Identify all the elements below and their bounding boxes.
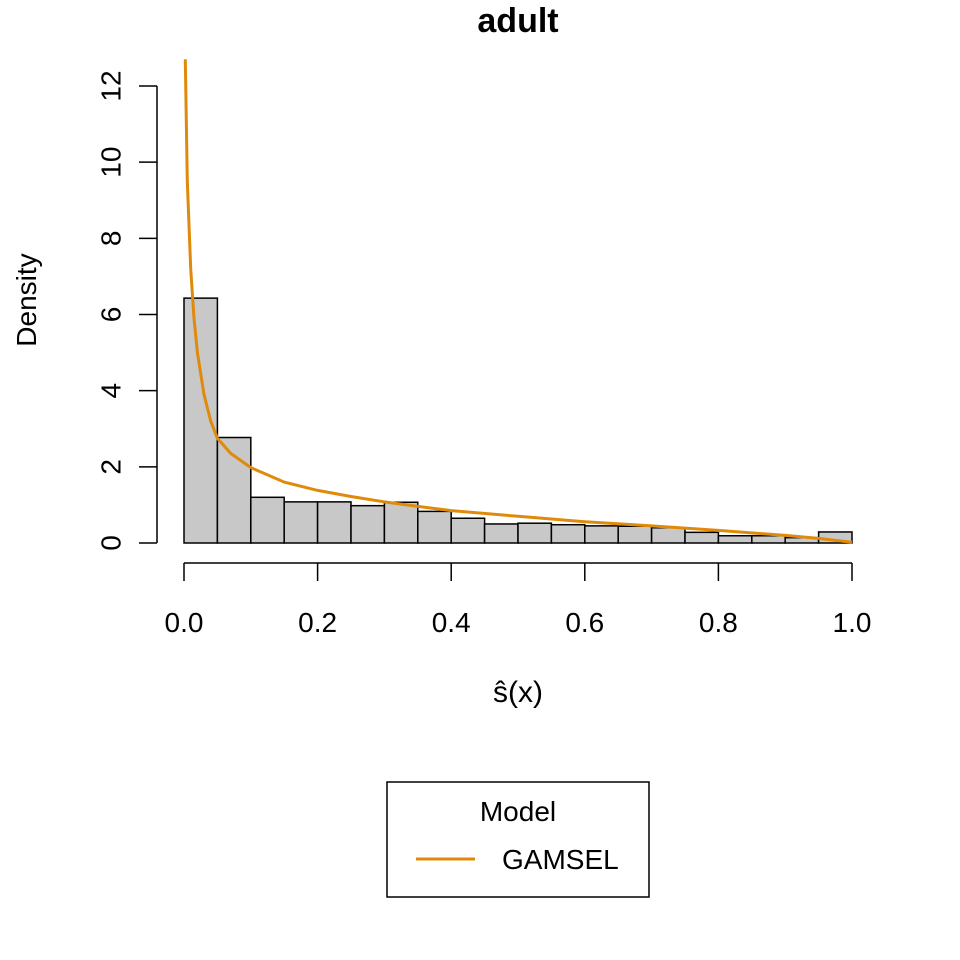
series-line-gamsel: [183, 59, 853, 544]
y-tick-label: 12: [96, 70, 127, 101]
x-tick-label: 0.6: [565, 607, 604, 638]
y-tick-label: 2: [96, 459, 127, 475]
y-tick-label: 4: [96, 383, 127, 399]
histogram-bar: [316, 501, 352, 544]
x-tick-label: 1.0: [833, 607, 872, 638]
histogram-bar: [717, 535, 753, 544]
histogram-bar: [216, 436, 252, 544]
x-axis: 0.0 0.2 0.4 0.6 0.8 1.0: [165, 562, 872, 638]
chart-title: adult: [477, 2, 558, 40]
x-tick-label: 0.2: [298, 607, 337, 638]
histogram-bars: [183, 297, 853, 544]
y-tick-label: 6: [96, 307, 127, 323]
x-tick-label: 0.0: [165, 607, 204, 638]
histogram-bar: [450, 517, 486, 544]
legend-box: [386, 781, 650, 898]
y-tick-label: 10: [96, 147, 127, 178]
histogram-bar: [584, 525, 619, 544]
x-tick-label: 0.8: [699, 607, 738, 638]
y-axis-label: Density: [11, 253, 42, 346]
legend: Model GAMSEL: [386, 781, 650, 898]
histogram-bar: [283, 501, 319, 544]
histogram-bar: [550, 523, 586, 544]
histogram-bar: [650, 527, 686, 544]
histogram-bar: [417, 510, 452, 544]
histogram-bar: [617, 525, 653, 544]
y-tick-label: 0: [96, 535, 127, 551]
legend-title: Model: [480, 796, 556, 827]
legend-entry-gamsel: GAMSEL: [502, 844, 619, 875]
histogram-bar: [250, 496, 285, 544]
y-axis: 0 2 4 6 8 10 12: [96, 70, 158, 551]
histogram-bar: [483, 523, 519, 544]
histogram-bar: [383, 501, 419, 544]
x-axis-label: ŝ(x): [493, 676, 543, 709]
y-tick-label: 8: [96, 231, 127, 247]
histogram-bar: [183, 297, 219, 544]
histogram-bar: [517, 522, 553, 544]
x-tick-label: 0.4: [432, 607, 471, 638]
histogram-bar: [751, 535, 786, 544]
histogram-bar: [350, 504, 386, 544]
histogram-bar: [684, 531, 720, 544]
